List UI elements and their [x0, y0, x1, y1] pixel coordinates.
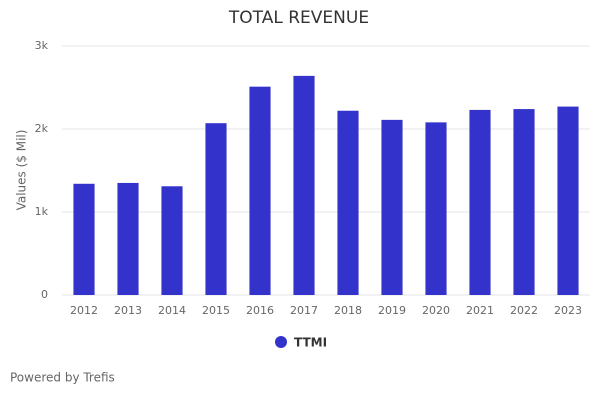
y-axis-label: Values ($ Mil)	[15, 130, 29, 211]
bar	[425, 122, 447, 295]
x-tick-label: 2019	[378, 304, 406, 317]
x-tick-label: 2022	[510, 304, 538, 317]
bar	[469, 109, 491, 295]
x-tick-label: 2018	[334, 304, 362, 317]
bar	[337, 110, 359, 296]
x-tick-label: 2014	[158, 304, 186, 317]
credit: Powered by Trefis	[10, 371, 115, 385]
x-tick-label: 2016	[246, 304, 274, 317]
bar	[73, 183, 95, 295]
bar	[293, 75, 315, 295]
bar	[205, 123, 227, 295]
y-tick-label: 2k	[35, 122, 49, 135]
x-tick-label: 2020	[422, 304, 450, 317]
x-tick-label: 2021	[466, 304, 494, 317]
y-tick-label: 0	[41, 288, 48, 301]
legend-marker	[275, 336, 287, 348]
x-tick-label: 2017	[290, 304, 318, 317]
legend-label: TTMI	[294, 336, 327, 350]
bar	[381, 119, 403, 296]
bar	[249, 86, 271, 295]
x-tick-label: 2015	[202, 304, 230, 317]
bar	[557, 106, 579, 295]
bar	[161, 186, 183, 295]
y-tick-label: 1k	[35, 205, 49, 218]
bar	[117, 182, 139, 295]
x-tick-label: 2013	[114, 304, 142, 317]
x-tick-label: 2012	[70, 304, 98, 317]
chart-title: TOTAL REVENUE	[228, 8, 369, 28]
bar	[513, 109, 535, 295]
x-tick-label: 2023	[554, 304, 582, 317]
y-tick-label: 3k	[35, 39, 49, 52]
